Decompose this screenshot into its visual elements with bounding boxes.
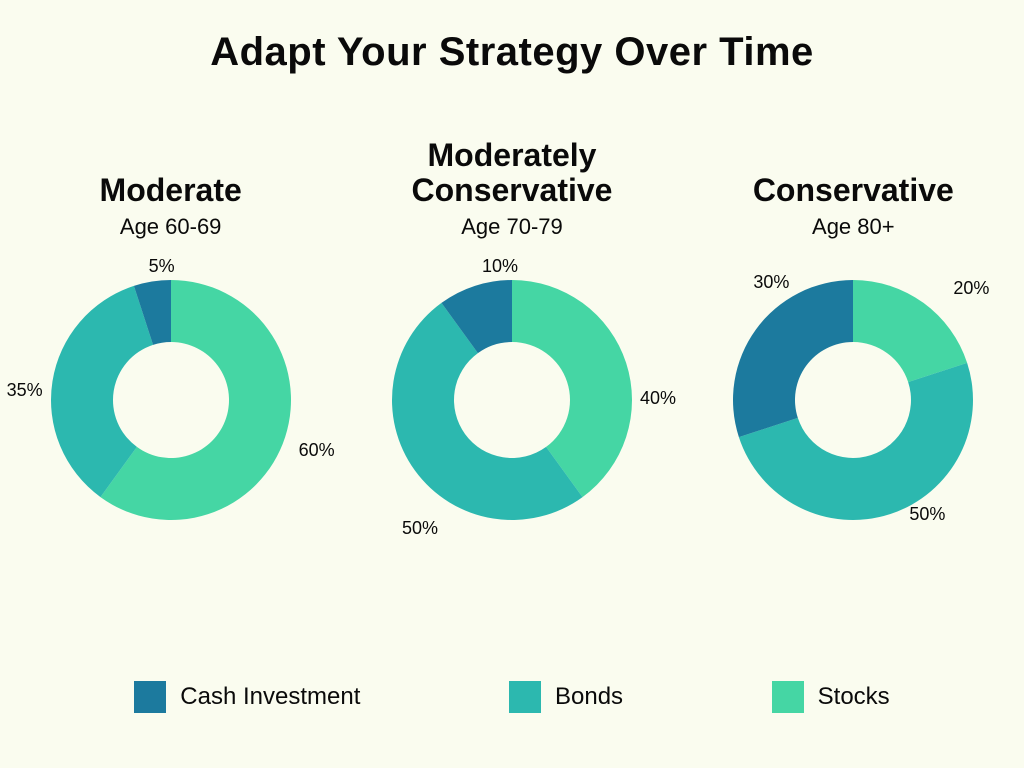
legend: Cash Investment Bonds Stocks: [0, 681, 1024, 713]
legend-label: Bonds: [555, 683, 623, 711]
legend-swatch-stocks: [772, 681, 804, 713]
donut-slice-cash: [733, 280, 853, 437]
slice-label-stocks: 40%: [640, 388, 676, 409]
page-title: Adapt Your Strategy Over Time: [0, 30, 1024, 75]
legend-swatch-cash: [134, 681, 166, 713]
legend-label: Cash Investment: [180, 683, 360, 711]
donut-svg: [41, 270, 301, 530]
chart-subtitle: Age 70-79: [461, 214, 563, 240]
donut-chart: 60%35%5%: [41, 270, 301, 530]
charts-row: ModerateAge 60-6960%35%5%Moderately Cons…: [0, 120, 1024, 530]
donut-svg: [723, 270, 983, 530]
chart-column: Moderately Conservative Age 70-79 40%50%10…: [352, 120, 672, 530]
donut-chart: 20%50%30%: [723, 270, 983, 530]
slice-label-stocks: 60%: [299, 440, 335, 461]
legend-item-bonds: Bonds: [509, 681, 623, 713]
chart-subtitle: Age 80+: [812, 214, 895, 240]
legend-swatch-bonds: [509, 681, 541, 713]
legend-label: Stocks: [818, 683, 890, 711]
slice-label-cash: 5%: [149, 256, 175, 277]
slice-label-bonds: 50%: [909, 504, 945, 525]
slice-label-cash: 30%: [753, 272, 789, 293]
chart-column: Conservative Age 80+ 20% 50% 30%: [693, 120, 1013, 530]
donut-svg: [382, 270, 642, 530]
chart-header: Moderate Age 60-69: [100, 120, 242, 240]
chart-column: Moderate Age 60-69 60%35%5%: [11, 120, 331, 530]
chart-title: Conservative: [753, 173, 954, 208]
slice-label-stocks: 20%: [953, 278, 989, 299]
slice-label-bonds: 35%: [7, 380, 43, 401]
chart-header: Moderately Conservative Age 70-79: [352, 120, 672, 240]
slice-label-cash: 10%: [482, 256, 518, 277]
slice-label-bonds: 50%: [402, 518, 438, 539]
legend-item-stocks: Stocks: [772, 681, 890, 713]
chart-title: Moderate: [100, 173, 242, 208]
donut-slice-stocks: [853, 280, 967, 382]
legend-item-cash: Cash Investment: [134, 681, 360, 713]
chart-header: Conservative Age 80+: [753, 120, 954, 240]
donut-chart: 40%50%10%: [382, 270, 642, 530]
chart-subtitle: Age 60-69: [120, 214, 222, 240]
chart-title: Moderately Conservative: [352, 138, 672, 208]
